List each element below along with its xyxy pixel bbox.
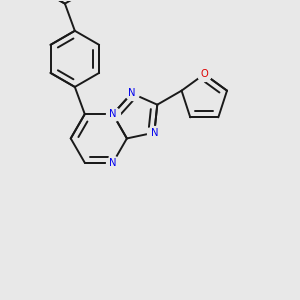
Text: N: N — [109, 158, 117, 168]
Text: N: N — [128, 88, 135, 98]
Text: N: N — [109, 109, 117, 119]
Text: N: N — [151, 128, 158, 138]
Text: O: O — [200, 69, 208, 79]
